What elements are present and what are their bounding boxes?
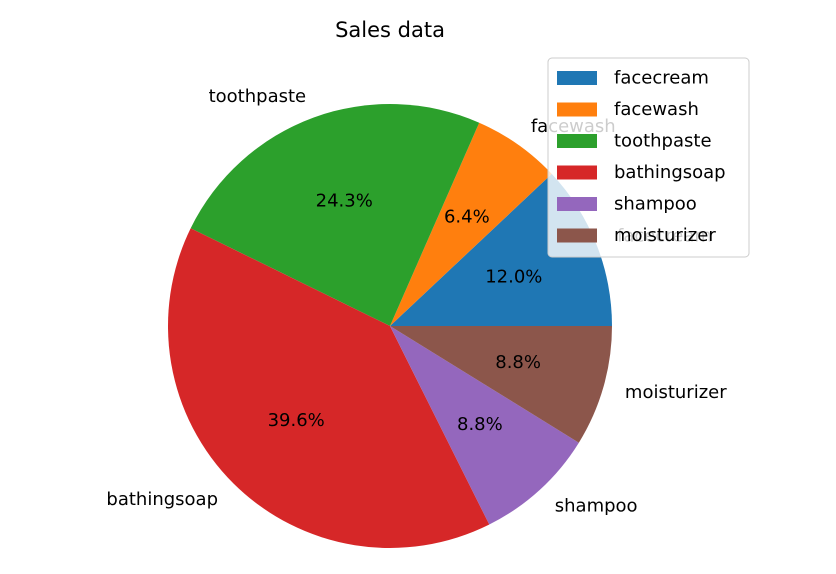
legend-swatch-facecream: [557, 71, 597, 85]
slice-label-shampoo: shampoo: [555, 496, 638, 517]
pie-slices: [168, 104, 612, 548]
percent-label-facecream: 12.0%: [485, 266, 542, 287]
legend-label-facewash: facewash: [614, 99, 699, 120]
pie-slice-bathingsoap: [168, 228, 490, 548]
legend: facecream facewash toothpaste bathingsoap sh…: [547, 57, 750, 258]
legend-label-facecream: facecream: [614, 68, 709, 89]
pie-slice-facewash: [390, 122, 552, 327]
slice-label-toothpaste: toothpaste: [209, 86, 307, 107]
slice-label-moisturizer: moisturizer: [625, 382, 727, 403]
legend-label-moisturizer: moisturizer: [614, 225, 716, 246]
legend-label-shampoo: shampoo: [614, 194, 697, 215]
legend-label-toothpaste: toothpaste: [614, 131, 712, 152]
pie-slice-shampoo: [390, 326, 579, 525]
chart-title: Sales data: [335, 18, 445, 42]
legend-swatch-shampoo: [557, 197, 597, 211]
slice-label-bathingsoap: bathingsoap: [106, 489, 218, 510]
percent-label-facewash: 6.4%: [444, 207, 490, 228]
percent-label-shampoo: 8.8%: [457, 414, 503, 435]
legend-swatch-facewash: [557, 102, 597, 117]
legend-swatch-toothpaste: [557, 134, 597, 148]
legend-swatch-moisturizer: [557, 228, 597, 243]
percent-label-bathingsoap: 39.6%: [268, 410, 325, 431]
percent-labels: 12.0% 6.4% 24.3% 39.6% 8.8% 8.8%: [268, 190, 543, 434]
legend-frame: [547, 57, 750, 258]
legend-label-bathingsoap: bathingsoap: [614, 162, 726, 183]
percent-label-moisturizer: 8.8%: [495, 352, 541, 373]
percent-label-toothpaste: 24.3%: [316, 190, 373, 211]
legend-swatch-bathingsoap: [557, 165, 597, 180]
pie-slice-moisturizer: [390, 326, 612, 443]
pie-slice-toothpaste: [190, 104, 480, 326]
